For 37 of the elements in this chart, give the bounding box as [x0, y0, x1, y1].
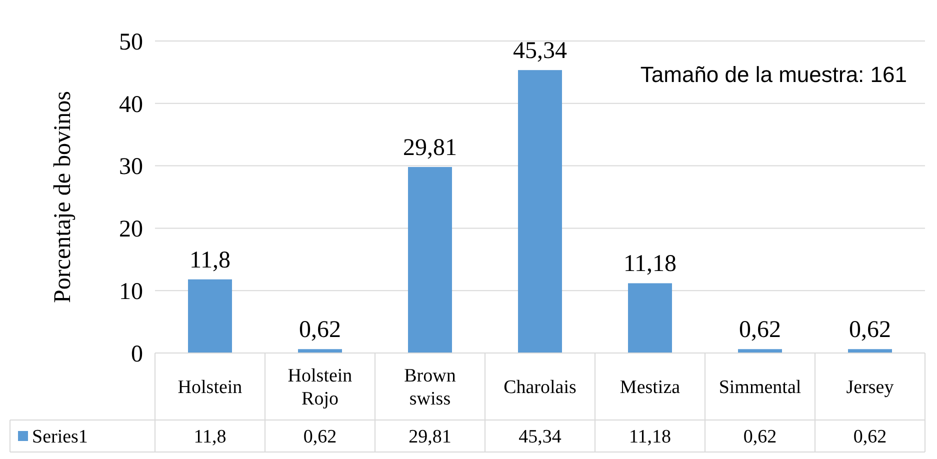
text: 0,62: [743, 426, 777, 448]
text: 29,81: [408, 426, 452, 448]
bar: [738, 349, 782, 353]
text: 0,62: [739, 317, 781, 344]
y-axis-title: Porcentaje de bovinos: [50, 91, 76, 303]
y-tick-label: 50: [119, 29, 143, 56]
y-tick-label: 20: [119, 216, 143, 243]
text: 11,8: [194, 426, 226, 448]
legend-label: Series1: [32, 426, 88, 448]
text: 0,62: [303, 426, 337, 448]
annotation: Tamaño de la muestra: 161: [640, 62, 907, 87]
x-tick-label: Charolais: [504, 377, 576, 398]
y-tick-label: 40: [119, 92, 143, 118]
bar: [628, 283, 672, 353]
x-tick-label: Holstein Rojo: [288, 366, 353, 410]
text: 45,34: [518, 426, 562, 448]
x-tick-label: Brown swiss: [404, 366, 456, 410]
bar: [518, 70, 562, 353]
text: 11,8: [189, 247, 231, 274]
y-tick-label: 10: [119, 279, 143, 305]
bar: [848, 349, 892, 353]
x-tick-label: Jersey: [846, 377, 894, 398]
text: 0,62: [853, 426, 887, 448]
text: 0,62: [849, 317, 891, 344]
bar: [408, 166, 452, 353]
y-tick-label: 0: [131, 341, 143, 368]
x-tick-label: Simmental: [718, 377, 802, 398]
text: 45,34: [513, 38, 567, 64]
text: 11,18: [628, 426, 672, 448]
text: 29,81: [403, 134, 457, 161]
x-tick-label: Holstein: [178, 377, 243, 398]
bar: [188, 279, 232, 353]
text: 11,18: [623, 251, 677, 278]
y-tick-label: 30: [119, 154, 143, 180]
bar: [298, 349, 342, 353]
text: 0,62: [299, 317, 341, 344]
x-tick-label: Mestiza: [620, 377, 681, 398]
